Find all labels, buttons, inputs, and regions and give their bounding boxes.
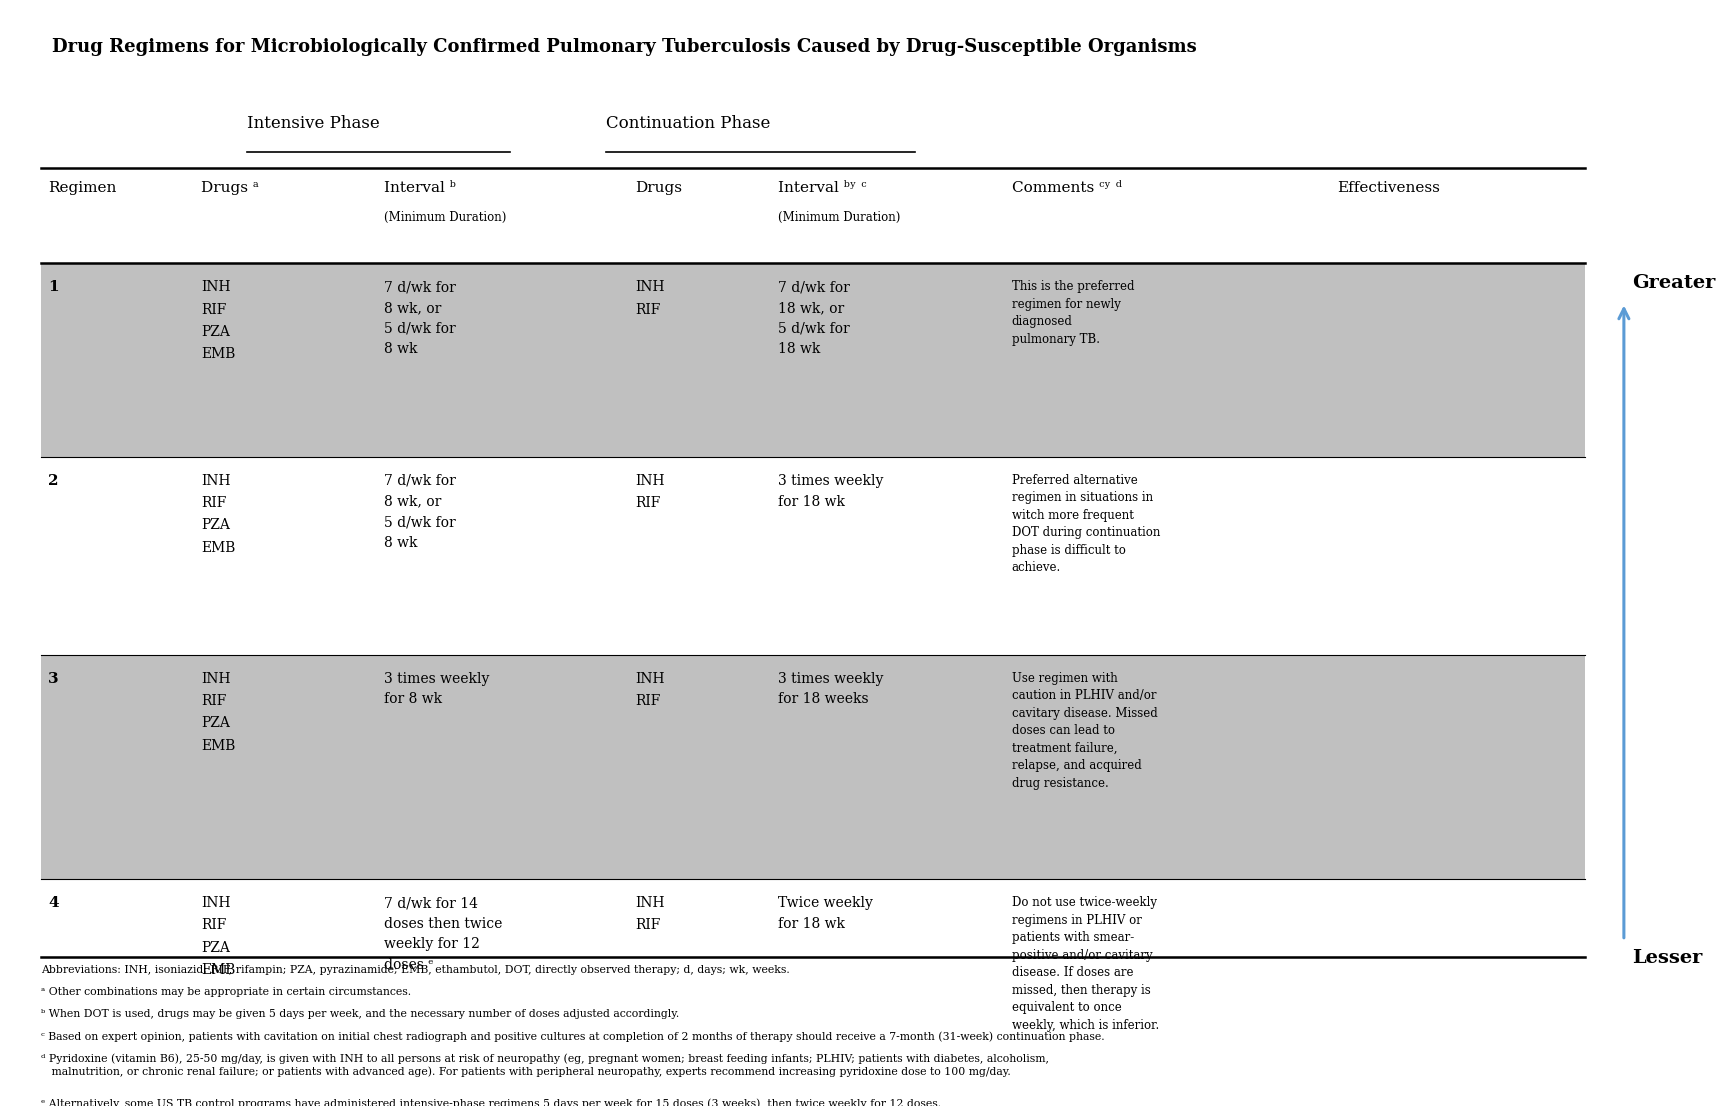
- Text: 7 d/wk for
8 wk, or
5 d/wk for
8 wk: 7 d/wk for 8 wk, or 5 d/wk for 8 wk: [383, 280, 456, 356]
- Text: INH
RIF: INH RIF: [635, 474, 664, 510]
- Text: 3 times weekly
for 18 wk: 3 times weekly for 18 wk: [777, 474, 883, 509]
- Text: ᵇ When DOT is used, drugs may be given 5 days per week, and the necessary number: ᵇ When DOT is used, drugs may be given 5…: [42, 1010, 680, 1020]
- Text: Comments ᶜʸ ᵈ: Comments ᶜʸ ᵈ: [1011, 181, 1122, 195]
- Text: Effectiveness: Effectiveness: [1337, 181, 1441, 195]
- Text: Greater: Greater: [1632, 274, 1715, 292]
- Text: 3 times weekly
for 18 weeks: 3 times weekly for 18 weeks: [777, 671, 883, 707]
- Text: ᵈ Pyridoxine (vitamin B6), 25-50 mg/day, is given with INH to all persons at ris: ᵈ Pyridoxine (vitamin B6), 25-50 mg/day,…: [42, 1054, 1049, 1076]
- Text: Interval ᵇ: Interval ᵇ: [383, 181, 456, 195]
- Text: This is the preferred
regimen for newly
diagnosed
pulmonary TB.: This is the preferred regimen for newly …: [1011, 280, 1134, 346]
- Text: INH
RIF
PZA
EMB: INH RIF PZA EMB: [201, 474, 236, 555]
- Text: Drugs: Drugs: [635, 181, 681, 195]
- Text: Use regimen with
caution in PLHIV and/or
cavitary disease. Missed
doses can lead: Use regimen with caution in PLHIV and/or…: [1011, 671, 1157, 790]
- Text: Twice weekly
for 18 wk: Twice weekly for 18 wk: [777, 896, 872, 931]
- Text: INH
RIF: INH RIF: [635, 896, 664, 932]
- Text: Drugs ᵃ: Drugs ᵃ: [201, 181, 258, 195]
- Text: ᵃ Other combinations may be appropriate in certain circumstances.: ᵃ Other combinations may be appropriate …: [42, 988, 411, 998]
- Text: 4: 4: [49, 896, 59, 910]
- Text: 3 times weekly
for 8 wk: 3 times weekly for 8 wk: [383, 671, 489, 707]
- Text: Interval ᵇʸ ᶜ: Interval ᵇʸ ᶜ: [777, 181, 865, 195]
- Text: INH
RIF
PZA
EMB: INH RIF PZA EMB: [201, 671, 236, 752]
- Text: Continuation Phase: Continuation Phase: [607, 115, 770, 133]
- Text: 7 d/wk for
8 wk, or
5 d/wk for
8 wk: 7 d/wk for 8 wk, or 5 d/wk for 8 wk: [383, 474, 456, 550]
- Text: 7 d/wk for
18 wk, or
5 d/wk for
18 wk: 7 d/wk for 18 wk, or 5 d/wk for 18 wk: [777, 280, 850, 356]
- Bar: [42, 879, 1585, 957]
- Text: 1: 1: [49, 280, 59, 294]
- Text: 7 d/wk for 14
doses then twice
weekly for 12
doses ᵉ: 7 d/wk for 14 doses then twice weekly fo…: [383, 896, 503, 972]
- Text: ᵉ Alternatively, some US TB control programs have administered intensive-phase r: ᵉ Alternatively, some US TB control prog…: [42, 1098, 942, 1106]
- Text: Lesser: Lesser: [1632, 949, 1703, 967]
- Bar: [42, 655, 1585, 879]
- Text: 3: 3: [49, 671, 59, 686]
- Text: (Minimum Duration): (Minimum Duration): [777, 210, 900, 223]
- Text: Regimen: Regimen: [49, 181, 116, 195]
- Bar: [42, 457, 1585, 655]
- Text: Drug Regimens for Microbiologically Confirmed Pulmonary Tuberculosis Caused by D: Drug Regimens for Microbiologically Conf…: [52, 38, 1196, 56]
- Text: Do not use twice-weekly
regimens in PLHIV or
patients with smear-
positive and/o: Do not use twice-weekly regimens in PLHI…: [1011, 896, 1158, 1032]
- Text: Preferred alternative
regimen in situations in
witch more frequent
DOT during co: Preferred alternative regimen in situati…: [1011, 474, 1160, 574]
- Text: ᶜ Based on expert opinion, patients with cavitation on initial chest radiograph : ᶜ Based on expert opinion, patients with…: [42, 1032, 1105, 1042]
- Text: INH
RIF
PZA
EMB: INH RIF PZA EMB: [201, 280, 236, 361]
- Text: Abbreviations: INH, isoniazid; RIF, rifampin; PZA, pyrazinamide; EMB, ethambutol: Abbreviations: INH, isoniazid; RIF, rifa…: [42, 964, 791, 975]
- Bar: [42, 263, 1585, 457]
- Text: INH
RIF: INH RIF: [635, 671, 664, 708]
- Text: Intensive Phase: Intensive Phase: [246, 115, 380, 133]
- Text: INH
RIF
PZA
EMB: INH RIF PZA EMB: [201, 896, 236, 977]
- Text: 2: 2: [49, 474, 59, 488]
- Text: INH
RIF: INH RIF: [635, 280, 664, 316]
- Text: (Minimum Duration): (Minimum Duration): [383, 210, 506, 223]
